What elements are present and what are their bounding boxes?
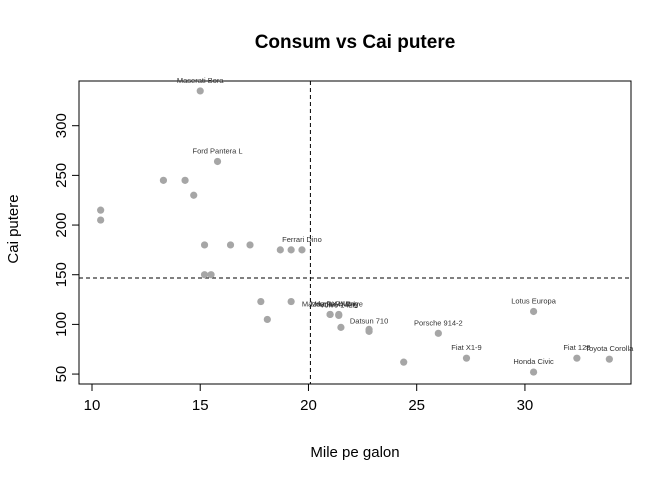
data-point bbox=[365, 325, 373, 333]
x-tick-label: 20 bbox=[300, 397, 317, 414]
point-label: Hornet 4 Drive bbox=[315, 299, 363, 308]
data-point bbox=[213, 157, 222, 166]
y-tick-label: 200 bbox=[53, 213, 70, 238]
data-point bbox=[181, 176, 189, 184]
data-point bbox=[97, 206, 105, 214]
data-point bbox=[298, 246, 306, 254]
point-label: Datsun 710 bbox=[350, 316, 388, 325]
data-point bbox=[200, 271, 209, 279]
data-point bbox=[159, 176, 168, 184]
data-point bbox=[257, 297, 265, 306]
data-point bbox=[226, 241, 235, 249]
point-label: Volvo 142E bbox=[320, 300, 358, 309]
data-point bbox=[287, 246, 295, 254]
data-point bbox=[337, 323, 345, 331]
data-point bbox=[434, 329, 442, 337]
x-axis-label: Mile pe galon bbox=[310, 444, 399, 461]
x-tick-label: 15 bbox=[192, 397, 209, 414]
point-label: Ferrari Dino bbox=[282, 235, 322, 244]
data-point bbox=[529, 307, 538, 316]
y-axis-label: Cai putere bbox=[5, 194, 22, 263]
point-label: Maserati Bora bbox=[177, 76, 225, 85]
data-point bbox=[400, 358, 408, 366]
data-point bbox=[287, 297, 295, 306]
data-point bbox=[207, 271, 215, 279]
x-tick-label: 10 bbox=[84, 397, 101, 414]
data-point bbox=[573, 354, 581, 362]
data-point bbox=[335, 311, 343, 320]
chart-title: Consum vs Cai putere bbox=[255, 32, 456, 53]
point-label: Mazda RX4 bbox=[311, 299, 350, 308]
x-tick-label: 25 bbox=[408, 397, 425, 414]
data-point bbox=[246, 241, 254, 249]
data-point bbox=[326, 310, 334, 319]
plot-area-border bbox=[78, 80, 632, 385]
point-label: Lotus Europa bbox=[511, 296, 556, 305]
point-label: Porsche 914-2 bbox=[414, 318, 463, 327]
data-point bbox=[263, 315, 271, 324]
data-point bbox=[529, 368, 538, 376]
point-label: Fiat X1-9 bbox=[451, 343, 481, 352]
point-label: Honda Civic bbox=[513, 357, 554, 366]
point-label: Mazda RX4 Wag bbox=[302, 299, 358, 308]
point-label: Fiat 128 bbox=[563, 343, 590, 352]
data-point bbox=[196, 87, 204, 95]
reference-lines bbox=[79, 81, 631, 384]
y-tick-label: 250 bbox=[53, 163, 70, 188]
y-tick-label: 300 bbox=[53, 113, 70, 138]
data-points bbox=[97, 87, 613, 376]
data-point bbox=[276, 246, 284, 254]
x-tick-label: 30 bbox=[517, 397, 534, 414]
x-axis: 10 15 20 25 30 bbox=[84, 383, 534, 414]
data-point bbox=[462, 354, 471, 362]
data-point bbox=[97, 216, 105, 224]
data-point bbox=[200, 241, 209, 249]
point-label: Toyota Corolla bbox=[585, 344, 634, 353]
point-label: Ford Pantera L bbox=[193, 146, 243, 155]
y-tick-label: 50 bbox=[53, 366, 70, 383]
y-tick-label: 150 bbox=[53, 262, 70, 287]
y-axis: 50 100 150 200 250 300 bbox=[53, 113, 80, 383]
y-tick-label: 100 bbox=[53, 312, 70, 337]
data-point bbox=[605, 355, 613, 363]
data-point bbox=[190, 191, 198, 199]
